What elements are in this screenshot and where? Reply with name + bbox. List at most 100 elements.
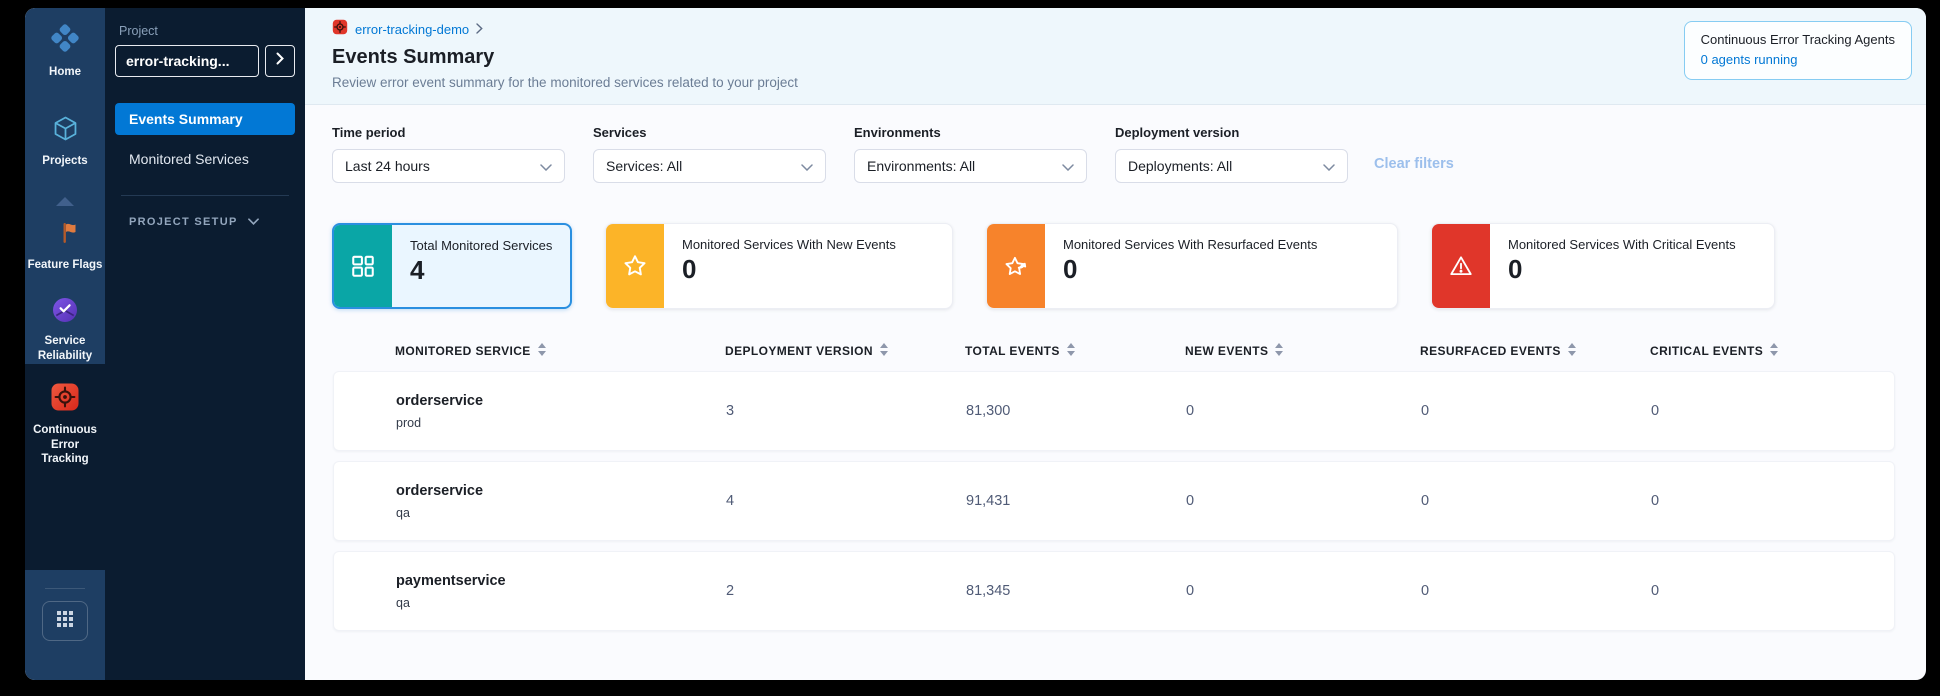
card-critical-events[interactable]: Monitored Services With Critical Events …	[1431, 223, 1775, 309]
service-name: orderservice	[396, 392, 484, 409]
table-row[interactable]: orderservice prod 3 81,300 0 0 0	[333, 371, 1895, 451]
column-header-critical-events[interactable]: CRITICAL EVENTS	[1650, 343, 1895, 359]
sort-icon	[1770, 343, 1779, 359]
deployments-select[interactable]: Deployments: All	[1115, 149, 1348, 183]
filter-label-services: Services	[593, 125, 647, 140]
time-period-select[interactable]: Last 24 hours	[332, 149, 565, 183]
card-value: 0	[1063, 254, 1078, 284]
service-reliability-icon	[51, 296, 79, 328]
new-events-value: 0	[1186, 583, 1195, 599]
card-value: 0	[682, 254, 697, 284]
module-nav-scroll-up[interactable]	[25, 190, 105, 214]
module-nav-home[interactable]: Home	[25, 8, 105, 100]
resurfaced-events-value: 0	[1421, 403, 1430, 419]
projects-cube-icon	[52, 115, 79, 146]
table-header: MONITORED SERVICE DEPLOYMENT VERSION TOT…	[333, 343, 1895, 371]
card-title: Monitored Services With Critical Events	[1508, 237, 1736, 252]
card-resurfaced-events[interactable]: Monitored Services With Resurfaced Event…	[986, 223, 1398, 309]
module-nav-divider	[45, 588, 85, 589]
agents-status-box: Continuous Error Tracking Agents 0 agent…	[1683, 21, 1912, 80]
project-name-button[interactable]: error-tracking...	[115, 45, 259, 77]
filter-label-time-period: Time period	[332, 125, 406, 140]
resurfaced-events-value: 0	[1421, 493, 1430, 509]
total-events-value: 91,431	[966, 493, 1011, 509]
deployment-version-value: 2	[726, 583, 735, 599]
card-title: Monitored Services With Resurfaced Event…	[1063, 237, 1318, 252]
service-environment: prod	[396, 415, 422, 430]
main-content: error-tracking-demo Events Summary Revie…	[305, 8, 1926, 680]
clear-filters-button[interactable]: Clear filters	[1374, 156, 1454, 172]
card-value: 4	[410, 255, 425, 285]
agents-box-title: Continuous Error Tracking Agents	[1700, 32, 1895, 47]
home-icon	[50, 23, 80, 57]
summary-cards: Total Monitored Services 4 Monitored Ser…	[305, 183, 1926, 309]
services-grid-icon	[334, 225, 392, 307]
star-icon	[606, 224, 664, 308]
column-header-total-events[interactable]: TOTAL EVENTS	[965, 343, 1185, 359]
project-sidebar: Project error-tracking... Events Summary…	[105, 8, 305, 680]
page-title: Events Summary	[332, 46, 495, 68]
module-nav-label: Service Reliability	[37, 335, 93, 362]
project-setup-toggle[interactable]: PROJECT SETUP	[115, 210, 295, 234]
deployments-value: Deployments: All	[1128, 158, 1233, 174]
chevron-right-icon	[276, 52, 284, 70]
resurfaced-events-value: 0	[1421, 583, 1430, 599]
column-header-deployment-version[interactable]: DEPLOYMENT VERSION	[725, 343, 965, 359]
project-setup-label: PROJECT SETUP	[129, 216, 238, 228]
services-select[interactable]: Services: All	[593, 149, 826, 183]
module-nav-service-reliability[interactable]: Service Reliability	[25, 288, 105, 364]
warning-triangle-icon	[1432, 224, 1490, 308]
feature-flags-icon	[52, 220, 78, 250]
table-row[interactable]: paymentservice qa 2 81,345 0 0 0	[333, 551, 1895, 631]
column-header-resurfaced-events[interactable]: RESURFACED EVENTS	[1420, 343, 1650, 359]
sidebar-item-monitored-services[interactable]: Monitored Services	[129, 151, 249, 167]
module-grid-button[interactable]	[42, 601, 88, 641]
table-row[interactable]: orderservice qa 4 91,431 0 0 0	[333, 461, 1895, 541]
service-environment: qa	[396, 505, 410, 520]
breadcrumb-project-link[interactable]: error-tracking-demo	[355, 22, 470, 37]
app-window: Home Projects Feature Fl	[25, 8, 1926, 680]
module-nav-label: Projects	[42, 155, 88, 168]
sort-icon	[879, 343, 888, 359]
column-header-new-events[interactable]: NEW EVENTS	[1185, 343, 1420, 359]
chevron-up-icon	[56, 193, 74, 211]
deployment-version-value: 3	[726, 403, 735, 419]
new-events-value: 0	[1186, 493, 1195, 509]
module-nav-label: Home	[49, 66, 81, 79]
filters-bar: Time period Last 24 hours Services Servi…	[305, 105, 1926, 183]
card-title: Monitored Services With New Events	[682, 237, 896, 252]
breadcrumb: error-tracking-demo	[332, 19, 798, 40]
sort-icon	[1567, 343, 1576, 359]
card-new-events[interactable]: Monitored Services With New Events 0	[605, 223, 953, 309]
card-total-monitored-services[interactable]: Total Monitored Services 4	[332, 223, 572, 309]
project-expand-button[interactable]	[265, 45, 295, 77]
agents-running-link[interactable]: 0 agents running	[1700, 52, 1798, 67]
services-value: Services: All	[606, 158, 683, 174]
critical-events-value: 0	[1651, 403, 1660, 419]
chevron-down-icon	[247, 216, 259, 228]
environments-select[interactable]: Environments: All	[854, 149, 1087, 183]
module-nav-label: Continuous Error Tracking	[33, 424, 97, 466]
card-title: Total Monitored Services	[410, 238, 553, 253]
column-header-monitored-service[interactable]: MONITORED SERVICE	[395, 343, 725, 359]
star-resurfaced-icon	[987, 224, 1045, 308]
new-events-value: 0	[1186, 403, 1195, 419]
module-nav: Home Projects Feature Fl	[25, 8, 105, 680]
module-nav-label: Feature Flags	[27, 259, 103, 272]
service-environment: qa	[396, 595, 410, 610]
chevron-down-icon	[540, 158, 552, 174]
module-nav-continuous-error-tracking[interactable]: Continuous Error Tracking	[25, 364, 105, 570]
module-nav-projects[interactable]: Projects	[25, 100, 105, 190]
critical-events-value: 0	[1651, 493, 1660, 509]
sort-icon	[537, 343, 546, 359]
module-nav-footer	[25, 570, 105, 680]
chevron-down-icon	[801, 158, 813, 174]
deployment-version-value: 4	[726, 493, 735, 509]
time-period-value: Last 24 hours	[345, 158, 430, 174]
module-nav-feature-flags[interactable]: Feature Flags	[25, 214, 105, 288]
chevron-down-icon	[1062, 158, 1074, 174]
project-selector: error-tracking...	[115, 45, 295, 77]
sidebar-item-events-summary[interactable]: Events Summary	[115, 103, 295, 135]
total-events-value: 81,300	[966, 403, 1011, 419]
chevron-down-icon	[1323, 158, 1335, 174]
